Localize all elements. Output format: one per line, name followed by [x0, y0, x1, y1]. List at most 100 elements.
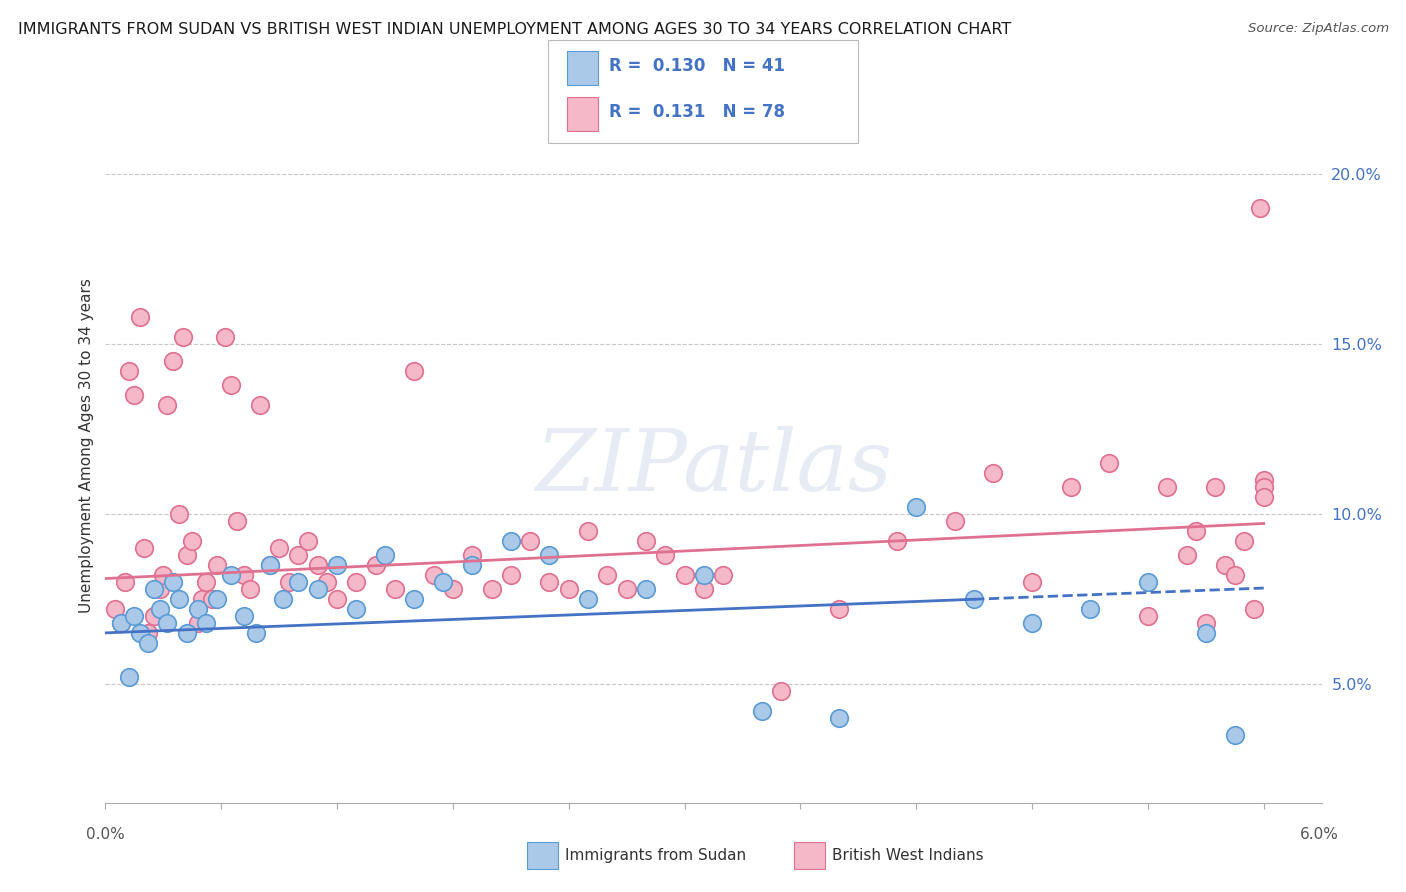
- Point: [1021, 615, 1043, 630]
- Point: [142, 608, 165, 623]
- Point: [1253, 473, 1275, 487]
- Point: [461, 558, 484, 572]
- Point: [148, 602, 170, 616]
- Point: [148, 582, 170, 596]
- Point: [219, 377, 242, 392]
- Point: [770, 683, 793, 698]
- Point: [176, 626, 198, 640]
- Point: [136, 626, 159, 640]
- Point: [983, 466, 1005, 480]
- Point: [1185, 524, 1208, 538]
- Point: [191, 591, 214, 606]
- Point: [129, 626, 152, 640]
- Text: ZIPatlas: ZIPatlas: [534, 426, 893, 508]
- Point: [404, 364, 426, 378]
- Point: [110, 615, 132, 630]
- Point: [162, 574, 184, 589]
- Point: [1078, 602, 1101, 616]
- Point: [162, 354, 184, 368]
- Point: [176, 548, 198, 562]
- Point: [384, 582, 406, 596]
- Point: [249, 398, 271, 412]
- Point: [673, 568, 696, 582]
- Point: [905, 500, 928, 515]
- Point: [245, 626, 267, 640]
- Point: [693, 582, 716, 596]
- Point: [124, 608, 146, 623]
- Point: [374, 548, 396, 562]
- Point: [194, 615, 217, 630]
- Point: [538, 574, 561, 589]
- Point: [271, 591, 294, 606]
- Point: [225, 514, 247, 528]
- Point: [233, 608, 256, 623]
- Point: [1156, 480, 1178, 494]
- Point: [344, 574, 367, 589]
- Point: [1021, 574, 1043, 589]
- Point: [422, 568, 444, 582]
- Point: [828, 711, 851, 725]
- Point: [1213, 558, 1236, 572]
- Point: [187, 602, 209, 616]
- Point: [181, 534, 204, 549]
- Point: [404, 591, 426, 606]
- Point: [214, 330, 236, 344]
- Point: [307, 558, 329, 572]
- Point: [1136, 608, 1159, 623]
- Text: IMMIGRANTS FROM SUDAN VS BRITISH WEST INDIAN UNEMPLOYMENT AMONG AGES 30 TO 34 YE: IMMIGRANTS FROM SUDAN VS BRITISH WEST IN…: [18, 22, 1011, 37]
- Point: [277, 574, 299, 589]
- Point: [269, 541, 291, 555]
- Text: R =  0.131   N = 78: R = 0.131 N = 78: [609, 103, 785, 121]
- Point: [136, 636, 159, 650]
- Point: [152, 568, 174, 582]
- Point: [344, 602, 367, 616]
- Point: [124, 388, 146, 402]
- Point: [307, 582, 329, 596]
- Point: [654, 548, 676, 562]
- Point: [239, 582, 262, 596]
- Point: [297, 534, 319, 549]
- Point: [558, 582, 581, 596]
- Point: [499, 534, 522, 549]
- Point: [634, 582, 657, 596]
- Point: [943, 514, 966, 528]
- Point: [616, 582, 638, 596]
- Point: [499, 568, 522, 582]
- Point: [1253, 490, 1275, 504]
- Point: [287, 574, 309, 589]
- Point: [1136, 574, 1159, 589]
- Point: [167, 591, 190, 606]
- Point: [104, 602, 127, 616]
- Point: [576, 591, 599, 606]
- Point: [233, 568, 256, 582]
- Point: [1195, 626, 1218, 640]
- Point: [219, 568, 242, 582]
- Point: [172, 330, 194, 344]
- Point: [1249, 201, 1271, 215]
- Point: [201, 591, 224, 606]
- Point: [596, 568, 619, 582]
- Point: [576, 524, 599, 538]
- Text: Immigrants from Sudan: Immigrants from Sudan: [565, 848, 747, 863]
- Point: [117, 670, 139, 684]
- Point: [114, 574, 136, 589]
- Y-axis label: Unemployment Among Ages 30 to 34 years: Unemployment Among Ages 30 to 34 years: [79, 278, 94, 614]
- Point: [1253, 480, 1275, 494]
- Text: Source: ZipAtlas.com: Source: ZipAtlas.com: [1249, 22, 1389, 36]
- Point: [1233, 534, 1256, 549]
- Point: [287, 548, 309, 562]
- Point: [194, 574, 217, 589]
- Point: [828, 602, 851, 616]
- Point: [1195, 615, 1218, 630]
- Point: [751, 704, 773, 718]
- Point: [207, 591, 229, 606]
- Point: [129, 310, 152, 324]
- Point: [1223, 568, 1246, 582]
- Point: [441, 582, 464, 596]
- Point: [259, 558, 281, 572]
- Point: [259, 558, 281, 572]
- Point: [432, 574, 454, 589]
- Point: [1098, 456, 1121, 470]
- Point: [481, 582, 503, 596]
- Text: British West Indians: British West Indians: [832, 848, 984, 863]
